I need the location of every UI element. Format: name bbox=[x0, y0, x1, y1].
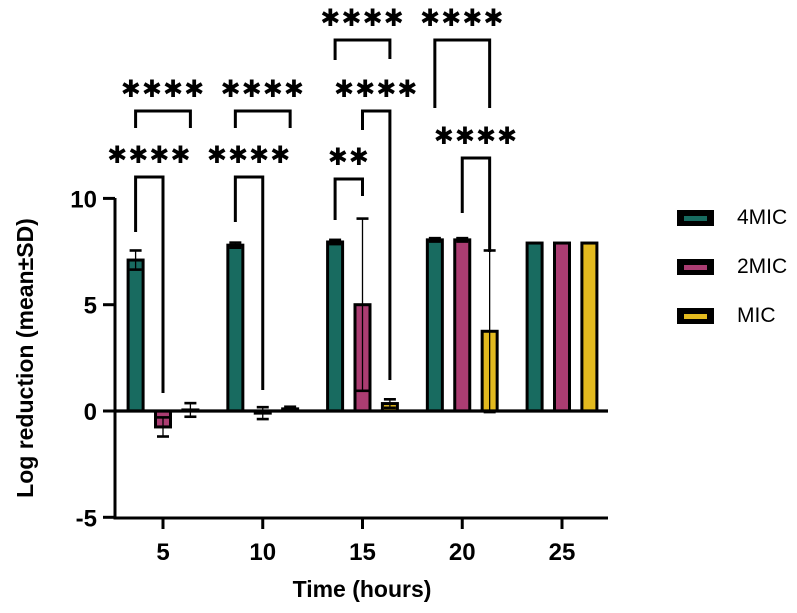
significance-bracket bbox=[134, 175, 165, 393]
significance-bracket bbox=[433, 38, 492, 108]
axis-titles: Time (hours) Log reduction (mean±SD) bbox=[12, 218, 431, 602]
significance-stars: ✱✱✱✱ bbox=[420, 4, 504, 32]
legend-item-2mic: 2MIC bbox=[677, 256, 787, 277]
axes: 10 5 0 -5 5 10 15 20 25 bbox=[70, 186, 608, 566]
bar-MIC-25h bbox=[580, 241, 599, 413]
significance-bracket bbox=[134, 109, 192, 128]
legend-item-4mic: 4MIC bbox=[677, 207, 787, 228]
x-tick-label: 5 bbox=[156, 539, 169, 566]
error-bars bbox=[129, 217, 496, 438]
x-tick-label: 15 bbox=[349, 539, 376, 566]
x-tick-label: 10 bbox=[249, 539, 276, 566]
significance-bracket bbox=[233, 175, 265, 390]
significance-stars: ✱✱ bbox=[328, 143, 370, 171]
significance-stars: ✱✱✱✱ bbox=[334, 75, 418, 103]
significance-bracket bbox=[233, 109, 292, 128]
y-tick-label: -5 bbox=[76, 505, 97, 532]
bar-2MIC-20h bbox=[453, 238, 472, 413]
significance-bracket bbox=[460, 156, 492, 252]
legend-item-mic: MIC bbox=[677, 305, 787, 326]
significance-stars: ✱✱✱✱ bbox=[434, 122, 518, 150]
significance-bracket bbox=[361, 109, 392, 380]
significance-stars: ✱✱✱✱ bbox=[221, 75, 305, 103]
y-tick-label: 0 bbox=[84, 399, 97, 426]
bar-2MIC-25h bbox=[553, 241, 571, 413]
significance-stars: ✱✱✱✱ bbox=[207, 141, 291, 169]
significance-bracket bbox=[333, 177, 364, 220]
significance-stars: ✱✱✱✱ bbox=[320, 4, 404, 32]
legend-swatch-icon bbox=[677, 307, 714, 324]
legend-swatch-icon bbox=[677, 209, 714, 226]
legend-label: MIC bbox=[737, 304, 776, 327]
legend-label: 4MIC bbox=[737, 206, 788, 229]
x-tick-label: 25 bbox=[549, 539, 576, 566]
bar-4MIC-15h bbox=[326, 240, 345, 413]
bar-4MIC-25h bbox=[525, 241, 544, 413]
legend: 4MIC 2MIC MIC bbox=[677, 207, 787, 326]
significance-bracket bbox=[333, 38, 392, 60]
significance: ✱✱✱✱✱✱✱✱✱✱✱✱✱✱✱✱✱✱✱✱✱✱✱✱✱✱✱✱✱✱✱✱✱✱ bbox=[107, 4, 518, 393]
legend-swatch-icon bbox=[677, 258, 714, 275]
y-axis-title: Log reduction (mean±SD) bbox=[12, 218, 38, 498]
significance-stars: ✱✱✱✱ bbox=[107, 141, 191, 169]
significance-stars: ✱✱✱✱ bbox=[121, 75, 205, 103]
bar-4MIC-20h bbox=[425, 238, 444, 413]
y-tick-label: 10 bbox=[70, 186, 97, 213]
bar-4MIC-5h bbox=[126, 258, 145, 413]
bars bbox=[126, 238, 599, 429]
y-tick-label: 5 bbox=[84, 293, 97, 320]
x-tick-label: 20 bbox=[449, 539, 476, 566]
x-axis-title: Time (hours) bbox=[293, 576, 432, 602]
bar-4MIC-10h bbox=[226, 243, 245, 413]
legend-label: 2MIC bbox=[737, 255, 788, 278]
